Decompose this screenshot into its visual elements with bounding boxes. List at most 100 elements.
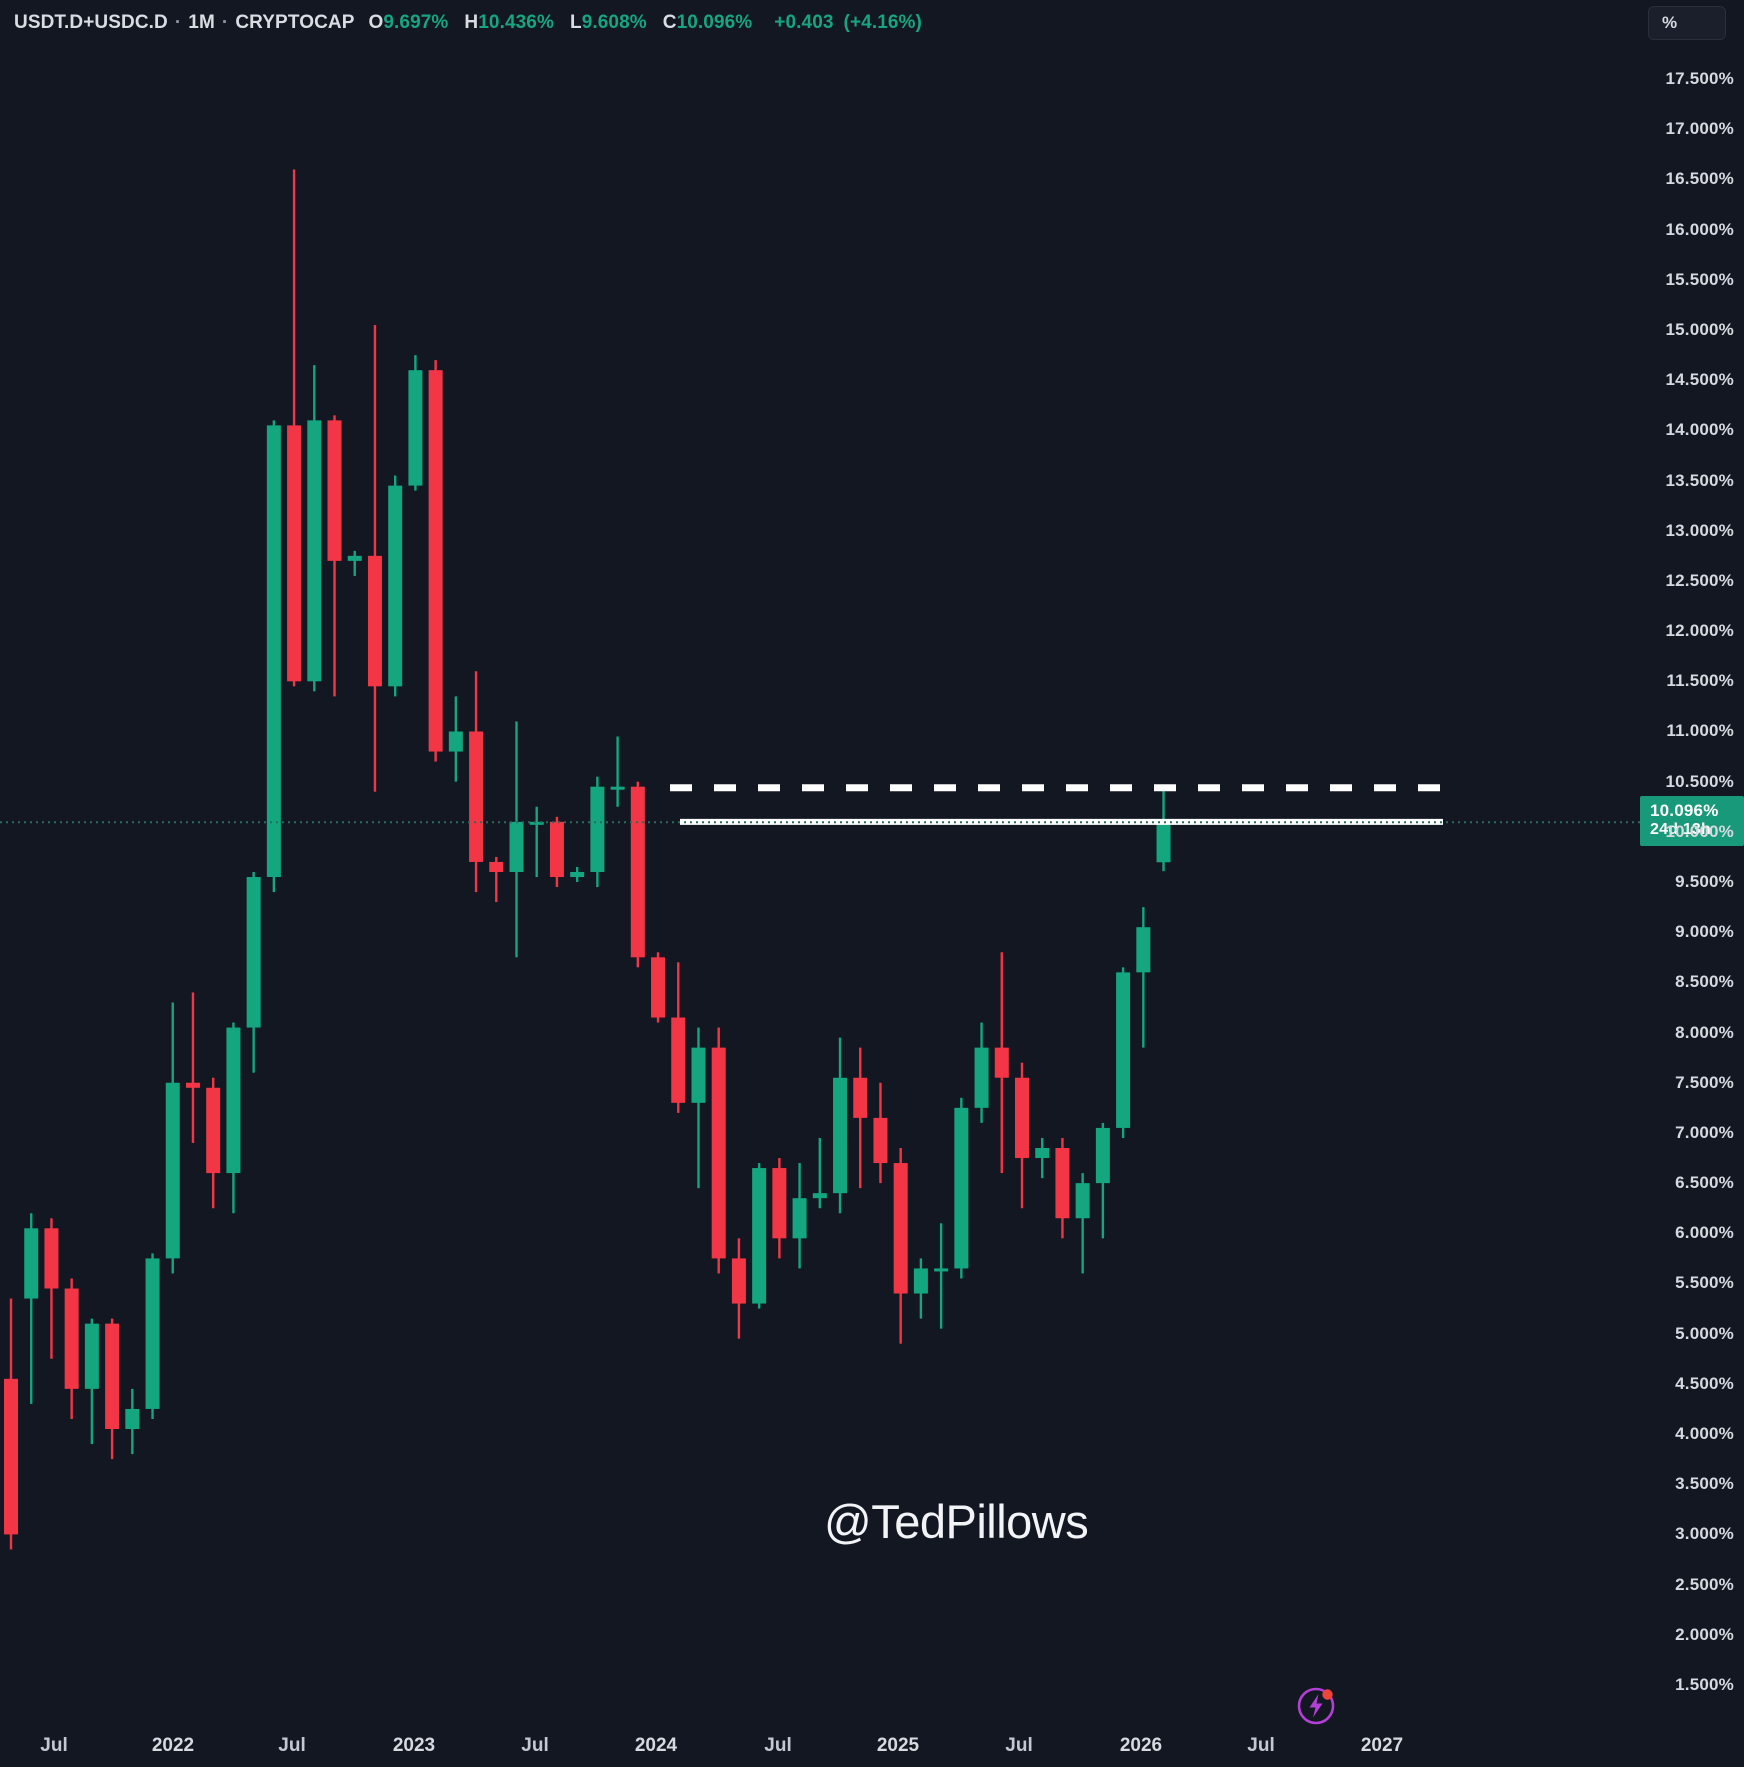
time-tick-label: 2023 — [392, 1735, 436, 1756]
price-tick-label: 5.000% — [1675, 1323, 1734, 1343]
candle-wick — [697, 1027, 700, 1189]
candle-wick — [353, 550, 356, 576]
price-tick-label: 3.000% — [1675, 1524, 1734, 1544]
price-tick-label: 11.500% — [1666, 671, 1734, 691]
time-tick-label: Jul — [764, 1735, 792, 1756]
candle-body — [206, 1087, 221, 1174]
legend-close-value: 10.096% — [676, 12, 753, 33]
candle-body — [994, 1047, 1009, 1078]
candle-wick — [939, 1223, 943, 1329]
candle-body — [691, 1047, 706, 1103]
candle-body — [711, 1047, 726, 1259]
price-tick-label: 5.500% — [1675, 1273, 1734, 1293]
legend-change-percent: (+4.16%) — [843, 12, 922, 33]
time-tick-label: 2022 — [151, 1735, 195, 1756]
candle-wick — [1142, 907, 1145, 1048]
candle-wick — [616, 736, 619, 807]
price-tick-label: 14.500% — [1665, 370, 1734, 390]
candle-body — [408, 370, 423, 486]
legend-close-key: C — [662, 12, 677, 33]
legend-change: +0.403 — [774, 12, 834, 33]
price-tick-label: 14.000% — [1665, 420, 1734, 440]
candle-wick — [1081, 1173, 1084, 1274]
candle-body — [125, 1408, 140, 1430]
time-tick-label: Jul — [1005, 1735, 1033, 1756]
legend-low-key: L — [569, 12, 582, 33]
time-tick-label: Jul — [278, 1735, 306, 1756]
price-tick-label: 6.000% — [1675, 1223, 1734, 1243]
price-tick-label: 17.000% — [1665, 119, 1734, 139]
time-tick-label: 2026 — [1119, 1735, 1163, 1756]
price-tick-label: 10.500% — [1665, 771, 1734, 791]
price-tick-label: 10.000% — [1665, 821, 1734, 841]
candle-body — [307, 420, 322, 682]
candle-body — [1015, 1077, 1029, 1159]
price-tick-label: 13.000% — [1665, 520, 1734, 540]
candle-body — [226, 1027, 241, 1174]
candle-body — [752, 1168, 767, 1304]
candle-body — [1055, 1148, 1070, 1219]
time-tick-label: 2025 — [876, 1735, 920, 1756]
legend-separator-2: · — [221, 12, 229, 33]
time-tick-label: 2027 — [1360, 1735, 1404, 1756]
price-tick-label: 13.500% — [1665, 470, 1734, 490]
time-axis[interactable]: Jul 2022 Jul 2023 Jul 2024 Jul 2025 Jul 2026 Jul 20… — [0, 1703, 1640, 1767]
price-tick-label: 1.500% — [1675, 1674, 1734, 1694]
candle-body — [1136, 927, 1151, 973]
price-tick-label: 6.500% — [1675, 1173, 1734, 1193]
candle-body — [954, 1107, 969, 1269]
legend-low-value: 9.608% — [581, 12, 647, 33]
percent-scale-toggle-button[interactable]: % — [1648, 6, 1726, 40]
candle-body — [772, 1168, 787, 1239]
candle-body — [266, 425, 281, 878]
price-tick-label: 9.000% — [1675, 922, 1734, 942]
legend-symbol[interactable]: USDT.D+USDC.D — [14, 12, 168, 33]
candle-body — [4, 1378, 18, 1535]
candle-body — [489, 861, 504, 872]
candle-body — [812, 1193, 827, 1199]
candle-body — [590, 786, 605, 872]
price-tick-label: 8.000% — [1675, 1022, 1734, 1042]
price-tick-label: 15.000% — [1665, 320, 1734, 340]
candle-wick — [30, 1213, 33, 1404]
price-tick-label: 8.500% — [1675, 972, 1734, 992]
candle-body — [549, 821, 564, 878]
candle-wick — [535, 806, 538, 878]
candle-body — [428, 370, 443, 752]
candle-body — [1116, 972, 1131, 1128]
time-tick-label: 2024 — [634, 1735, 678, 1756]
candle-body — [833, 1077, 848, 1194]
candle-body — [145, 1258, 160, 1409]
candle-body — [185, 1082, 200, 1088]
candle-body — [24, 1228, 39, 1299]
legend-source: CRYPTOCAP — [235, 12, 355, 33]
bar-countdown: 24d 13h — [1650, 821, 1711, 839]
price-tick-label: 2.000% — [1675, 1624, 1734, 1644]
candle-body — [853, 1077, 868, 1118]
price-tick-label: 4.000% — [1675, 1424, 1734, 1444]
candle-body — [509, 821, 524, 872]
price-tick-label: 12.500% — [1665, 570, 1734, 590]
candle-wick — [191, 992, 195, 1143]
candle-wick — [495, 856, 498, 903]
candle-body — [84, 1323, 99, 1389]
candle-body — [529, 821, 544, 825]
candle-body — [388, 485, 403, 687]
candle-wick — [818, 1137, 821, 1209]
price-axis[interactable]: 10.096% 24d 13h 17.500% 17.000% 16.500% 16.… — [1640, 44, 1744, 1700]
chart-plot-area[interactable] — [0, 44, 1640, 1700]
candle-body — [105, 1323, 120, 1430]
candle-body — [934, 1268, 949, 1272]
price-tick-label: 12.000% — [1665, 621, 1734, 641]
candle-body — [1156, 822, 1171, 863]
lightning-bolt-icon[interactable] — [1296, 1684, 1338, 1726]
chart-legend[interactable]: USDT.D+USDC.D · 1M · CRYPTOCAP O 9.697% H… — [14, 10, 922, 36]
price-tick-label: 16.000% — [1665, 219, 1734, 239]
legend-timeframe[interactable]: 1M — [188, 12, 215, 33]
current-price-badge[interactable]: 10.096% 24d 13h — [1640, 796, 1744, 847]
price-tick-label: 3.500% — [1675, 1474, 1734, 1494]
candle-body — [651, 957, 666, 1018]
legend-open-key: O — [368, 12, 384, 33]
candle-body — [873, 1117, 888, 1164]
candle-body — [327, 420, 342, 561]
